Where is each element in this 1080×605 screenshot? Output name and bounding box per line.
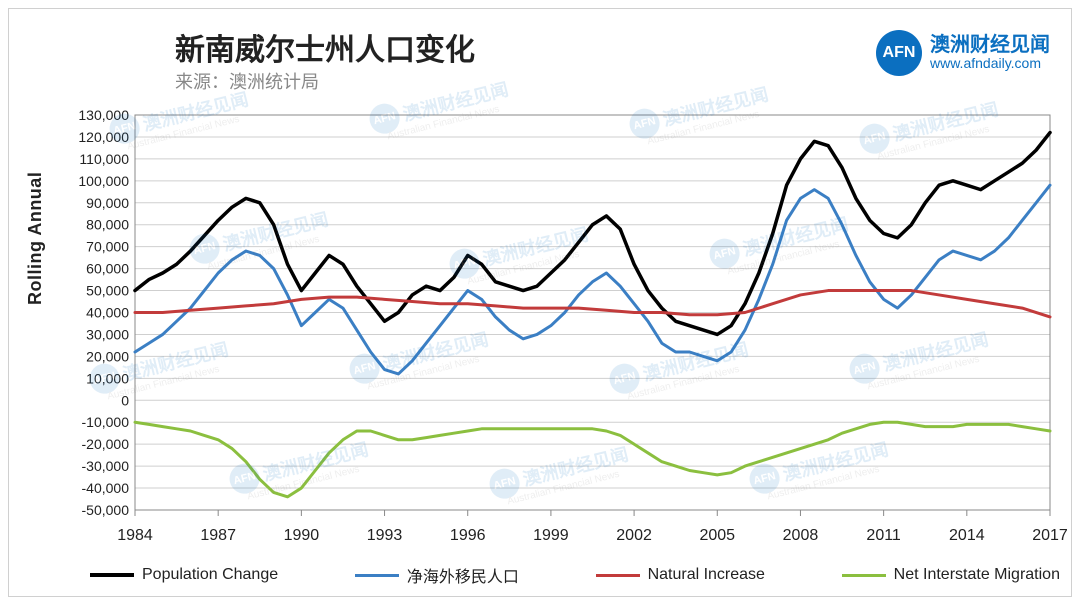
x-tick-label: 2014: [949, 527, 985, 544]
x-tick-label: 2008: [783, 527, 819, 544]
x-tick-label: 2002: [616, 527, 652, 544]
legend-swatch: [90, 573, 134, 577]
chart-legend: Population Change 净海外移民人口 Natural Increase…: [90, 563, 1060, 587]
y-tick-label: -20,000: [82, 436, 130, 452]
y-tick-label: 50,000: [86, 283, 129, 299]
series-net-overseas-migration: [135, 185, 1050, 374]
y-tick-label: 0: [121, 392, 129, 408]
y-tick-label: 130,000: [78, 107, 129, 123]
legend-label: Natural Increase: [648, 566, 765, 584]
y-tick-label: 100,000: [78, 173, 129, 189]
x-tick-label: 2011: [866, 527, 901, 544]
y-tick-label: 60,000: [86, 261, 129, 277]
x-tick-label: 1999: [533, 527, 569, 544]
legend-item: Population Change: [90, 566, 278, 584]
y-tick-label: 40,000: [86, 305, 129, 321]
y-tick-label: -30,000: [82, 458, 130, 474]
legend-label: Net Interstate Migration: [894, 566, 1060, 584]
x-tick-label: 1993: [367, 527, 403, 544]
legend-swatch: [596, 574, 640, 577]
y-tick-label: 110,000: [79, 151, 129, 167]
y-tick-label: 70,000: [86, 239, 129, 255]
x-tick-label: 2005: [699, 527, 735, 544]
y-tick-label: -10,000: [82, 414, 130, 430]
y-tick-label: 30,000: [86, 326, 129, 342]
x-tick-label: 2017: [1032, 527, 1068, 544]
legend-label: Population Change: [142, 566, 278, 584]
x-tick-label: 1990: [284, 527, 320, 544]
legend-item: Natural Increase: [596, 566, 765, 584]
legend-label: 净海外移民人口: [407, 563, 519, 587]
y-tick-label: 20,000: [86, 348, 129, 364]
y-tick-label: -50,000: [82, 502, 130, 518]
y-tick-label: 90,000: [86, 195, 129, 211]
legend-item: Net Interstate Migration: [842, 566, 1060, 584]
chart-svg: 130,000 120,000 110,000 100,000 90,000 80,000…: [0, 0, 1080, 605]
y-tick-label: 120,000: [78, 129, 129, 145]
x-tick-label: 1996: [450, 527, 486, 544]
legend-swatch: [355, 574, 399, 577]
y-tick-label: -40,000: [82, 480, 130, 496]
legend-swatch: [842, 574, 886, 577]
x-tick-label: 1984: [117, 527, 153, 544]
x-tick-label: 1987: [200, 527, 236, 544]
y-tick-label: 10,000: [86, 370, 129, 386]
y-tick-label: 80,000: [86, 217, 129, 233]
legend-item: 净海外移民人口: [355, 563, 519, 587]
series-net-interstate-migration: [135, 422, 1050, 497]
